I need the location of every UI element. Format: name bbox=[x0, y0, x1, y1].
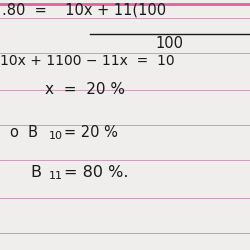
Text: = 20 %: = 20 % bbox=[64, 125, 118, 140]
Text: x  =  20 %: x = 20 % bbox=[45, 82, 125, 98]
Text: B: B bbox=[30, 165, 41, 180]
Text: .80  =    10x + 11(100: .80 = 10x + 11(100 bbox=[2, 2, 166, 18]
Text: o  B: o B bbox=[10, 125, 38, 140]
Text: = 80 %.: = 80 %. bbox=[64, 165, 128, 180]
Text: 11: 11 bbox=[49, 171, 63, 181]
Text: 100: 100 bbox=[155, 36, 183, 51]
Text: 10: 10 bbox=[49, 131, 63, 141]
Text: 10x + 1100 − 11x  =  10: 10x + 1100 − 11x = 10 bbox=[0, 54, 174, 68]
